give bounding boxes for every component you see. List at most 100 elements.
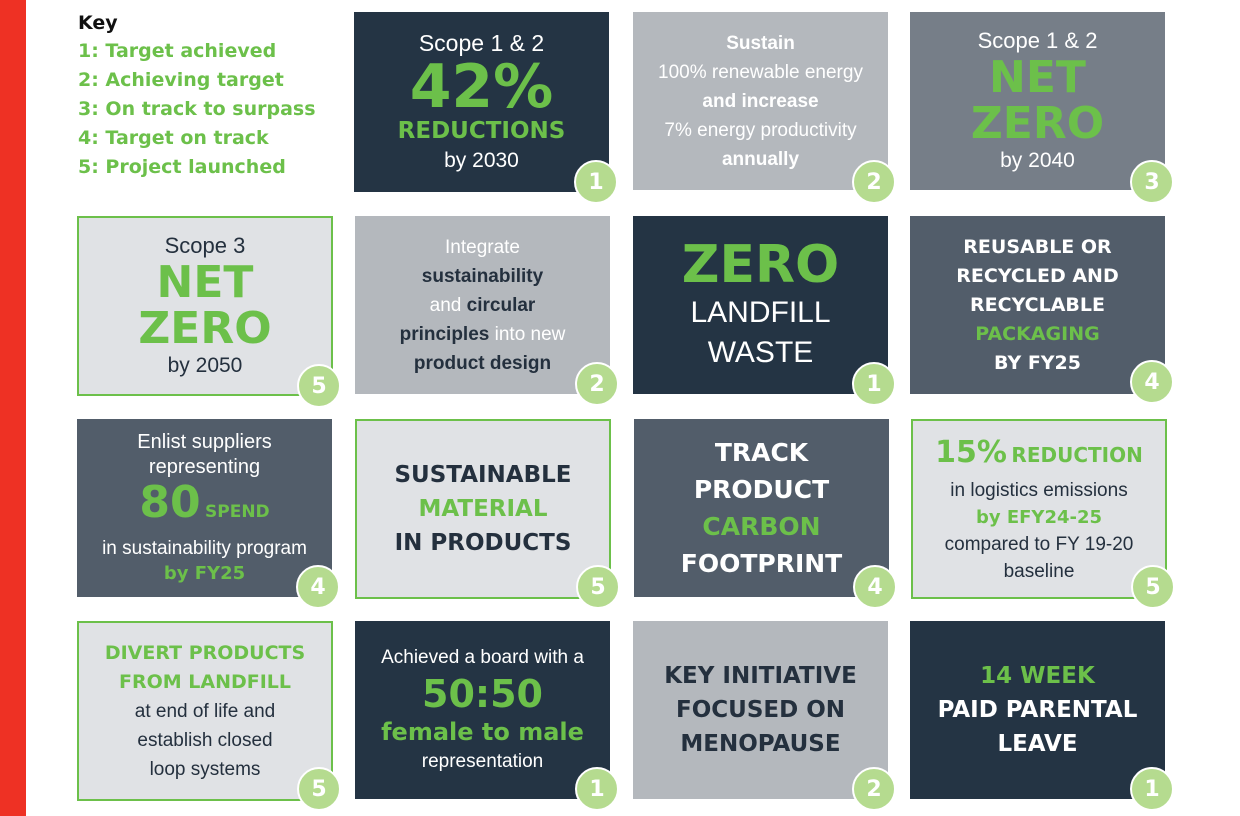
status-badge: 1 [575, 767, 619, 811]
tile-text: RECYCLABLE [970, 293, 1105, 316]
tile-text: 100% renewable energy [658, 61, 863, 83]
tile-text: loop systems [149, 758, 261, 780]
tile-text: PRODUCT [693, 475, 830, 504]
tile-text: 14 WEEK [980, 663, 1095, 689]
tile-divert-products: DIVERT PRODUCTS FROM LANDFILL at end of … [77, 621, 333, 801]
status-badge: 4 [296, 565, 340, 609]
tile-text: by 2050 [167, 354, 243, 377]
status-badge: 5 [576, 565, 620, 609]
tile-text: FOCUSED ON [676, 697, 845, 723]
key-item-3: 3: On track to surpass [78, 98, 316, 120]
status-badge: 2 [852, 767, 896, 811]
tile-text: 80 [139, 477, 201, 528]
status-badge: 3 [1130, 160, 1174, 204]
tile-text: representing [148, 456, 261, 478]
tile-text: Enlist suppliers [137, 431, 272, 453]
tile-text: by EFY24-25 [975, 506, 1103, 528]
tile-text: CARBON [702, 512, 821, 541]
tile-logistics-emissions: 15% REDUCTION in logistics emissions by … [911, 419, 1167, 599]
tile-text: IN PRODUCTS [394, 530, 572, 556]
tile-text: SUSTAINABLE [394, 462, 572, 488]
key-item-1: 1: Target achieved [78, 40, 277, 62]
tile-text: 7% energy productivity [664, 119, 857, 141]
tile-text: RECYCLED AND [956, 264, 1119, 287]
tile-parental-leave: 14 WEEK PAID PARENTAL LEAVE [910, 621, 1165, 799]
tile-text: at end of life and [134, 700, 276, 722]
tile-text: sustainability [421, 265, 544, 287]
tile-text: female to male [381, 718, 584, 746]
tile-text: PAID PARENTAL [937, 697, 1138, 723]
tile-text: FOOTPRINT [680, 549, 843, 578]
tile-suppliers: Enlist suppliers representing 80 SPEND i… [77, 419, 332, 597]
tile-text: WASTE [707, 336, 814, 369]
tile-text: TRACK [714, 438, 809, 467]
tile-text: Scope 3 [164, 233, 246, 258]
tile-text: in logistics emissions [950, 479, 1128, 501]
tile-text: principles [399, 323, 490, 345]
tile-text: Scope 1 & 2 [977, 28, 1098, 53]
tile-text: baseline [1003, 560, 1075, 582]
status-badge: 4 [853, 565, 897, 609]
status-badge: 4 [1130, 360, 1174, 404]
tile-text: representation [421, 751, 544, 772]
tile-text: NET [156, 257, 254, 308]
tile-text: Scope 1 & 2 [418, 30, 545, 56]
tile-text: into new [494, 323, 566, 345]
tile-carbon-footprint: TRACK PRODUCT CARBON FOOTPRINT [634, 419, 889, 597]
tile-text: MATERIAL [418, 496, 548, 522]
tile-text: ZERO [681, 235, 840, 295]
tile-text: DIVERT PRODUCTS [104, 641, 306, 664]
tile-scope12-net-zero: Scope 1 & 2 NET ZERO by 2040 [910, 12, 1165, 190]
status-badge: 5 [297, 767, 341, 811]
status-badge: 1 [1130, 767, 1174, 811]
tile-text: by 2040 [1000, 149, 1075, 172]
tile-text: by 2030 [444, 149, 519, 172]
tile-scope12-reductions: Scope 1 & 2 42% REDUCTIONS by 2030 [354, 12, 609, 192]
tile-menopause: KEY INITIATIVE FOCUSED ON MENOPAUSE [633, 621, 888, 799]
tile-text: REUSABLE OR [963, 235, 1112, 258]
tile-text: MENOPAUSE [680, 731, 841, 757]
tile-board-representation: Achieved a board with a 50:50 female to … [355, 621, 610, 799]
tile-text: SPEND [205, 502, 270, 522]
tile-text: and increase [702, 90, 819, 112]
key-item-4: 4: Target on track [78, 127, 269, 149]
tile-text: REDUCTIONS [397, 118, 566, 144]
tile-text: 42% [409, 52, 554, 122]
tile-text: KEY INITIATIVE [664, 663, 857, 689]
status-badge: 1 [852, 362, 896, 406]
tile-text: Sustain [726, 32, 795, 54]
status-badge: 2 [575, 362, 619, 406]
key-item-2: 2: Achieving target [78, 69, 284, 91]
tile-text: product design [413, 352, 552, 374]
tile-text: annually [721, 148, 800, 170]
tile-text: FROM LANDFILL [118, 670, 292, 693]
tile-text: 15% [935, 434, 1007, 470]
status-badge: 5 [1131, 565, 1175, 609]
key-legend: Key 1: Target achieved 2: Achieving targ… [78, 10, 328, 182]
tile-text: 50:50 [422, 672, 543, 716]
tile-text: ZERO [138, 303, 272, 354]
tile-text: Integrate [445, 236, 520, 258]
tile-text: ZERO [970, 98, 1105, 149]
status-badge: 2 [852, 160, 896, 204]
status-badge: 5 [297, 364, 341, 408]
tile-sustainable-material: SUSTAINABLE MATERIAL IN PRODUCTS [355, 419, 611, 599]
tile-text: BY FY25 [994, 351, 1081, 374]
tile-text: REDUCTION [1011, 442, 1143, 467]
red-side-bar [0, 0, 26, 816]
tile-text: Achieved a board with a [381, 647, 584, 668]
tile-text: LEAVE [997, 731, 1078, 757]
tile-packaging: REUSABLE OR RECYCLED AND RECYCLABLE PACK… [910, 216, 1165, 394]
key-item-5: 5: Project launched [78, 156, 286, 178]
tile-text: in sustainability program [102, 538, 307, 559]
tile-circular-design: Integrate sustainability and circular pr… [355, 216, 610, 394]
key-title: Key [78, 12, 118, 34]
tile-text: establish closed [137, 729, 273, 751]
tile-text: LANDFILL [690, 296, 831, 329]
tile-text: compared to FY 19-20 [944, 533, 1134, 555]
tile-text: PACKAGING [975, 322, 1100, 345]
tile-text: NET [989, 52, 1086, 103]
tile-scope3-net-zero: Scope 3 NET ZERO by 2050 [77, 216, 333, 396]
tile-text: and [429, 294, 462, 316]
tile-zero-landfill: ZERO LANDFILL WASTE [633, 216, 888, 394]
